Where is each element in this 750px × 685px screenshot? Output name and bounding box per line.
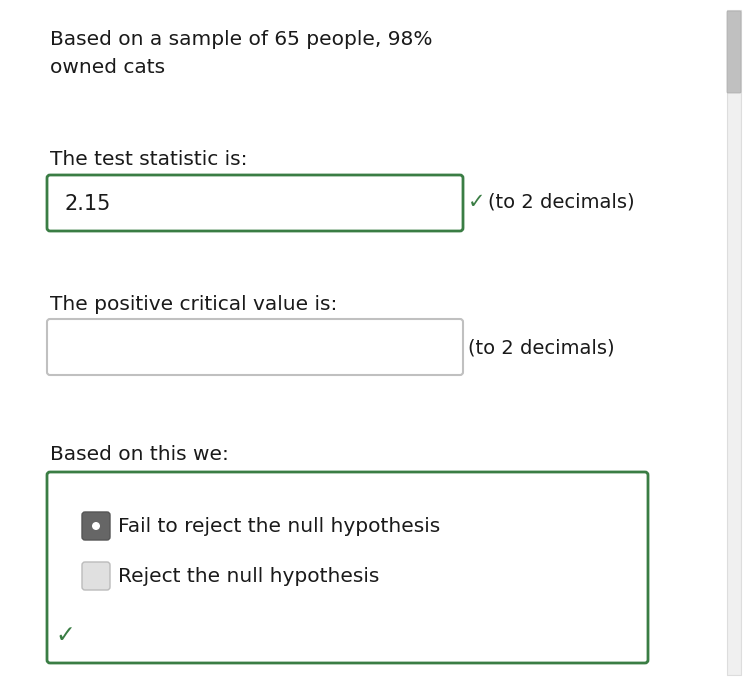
Text: Reject the null hypothesis: Reject the null hypothesis <box>118 567 380 586</box>
FancyBboxPatch shape <box>47 319 463 375</box>
Text: Fail to reject the null hypothesis: Fail to reject the null hypothesis <box>118 517 440 536</box>
Text: ✓: ✓ <box>56 623 75 647</box>
FancyBboxPatch shape <box>47 472 648 663</box>
Text: The positive critical value is:: The positive critical value is: <box>50 295 338 314</box>
Text: The test statistic is:: The test statistic is: <box>50 150 248 169</box>
FancyBboxPatch shape <box>47 175 463 231</box>
Text: 2.15: 2.15 <box>64 194 110 214</box>
Bar <box>727 10 741 675</box>
FancyBboxPatch shape <box>82 562 110 590</box>
FancyBboxPatch shape <box>727 11 741 93</box>
Text: Based on this we:: Based on this we: <box>50 445 229 464</box>
Text: Based on a sample of 65 people, 98%: Based on a sample of 65 people, 98% <box>50 30 433 49</box>
Text: owned cats: owned cats <box>50 58 165 77</box>
Text: ✓: ✓ <box>468 192 485 212</box>
FancyBboxPatch shape <box>82 512 110 540</box>
Text: (to 2 decimals): (to 2 decimals) <box>488 192 634 212</box>
Text: (to 2 decimals): (to 2 decimals) <box>468 338 615 358</box>
Circle shape <box>92 522 100 530</box>
